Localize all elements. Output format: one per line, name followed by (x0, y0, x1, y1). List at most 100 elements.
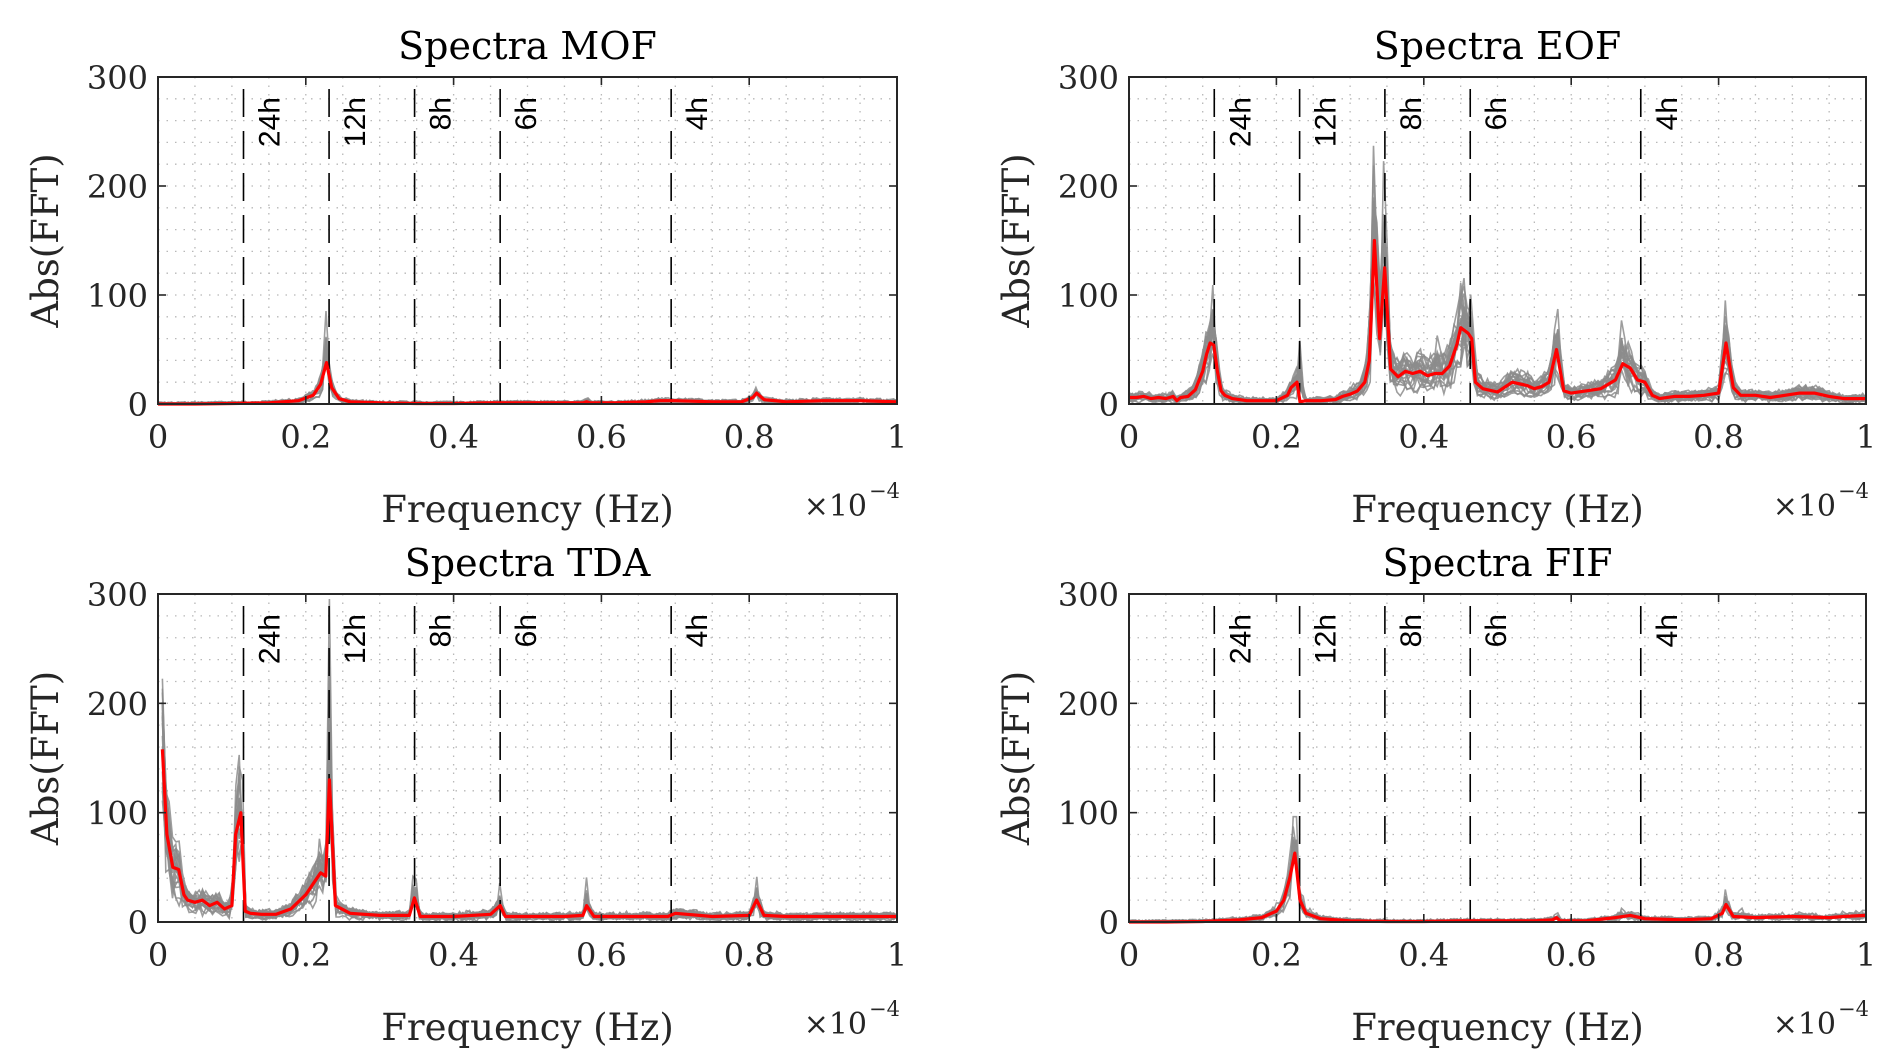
y-tick-label: 100 (87, 795, 148, 833)
y-tick-label: 200 (87, 685, 148, 723)
x-tick-label: 0 (1119, 936, 1139, 974)
axes-box (1128, 76, 1867, 405)
x-axis-multiplier: ×10 (1773, 1007, 1836, 1042)
y-tick-label: 100 (1058, 795, 1119, 833)
y-tick-label: 0 (128, 904, 148, 942)
x-tick-label: 0.2 (280, 936, 331, 974)
x-tick-label: 0.4 (428, 936, 479, 974)
y-tick-label: 0 (128, 386, 148, 424)
x-tick-label: 0.8 (724, 936, 775, 974)
y-axis-label: Abs(FFT) (995, 153, 1038, 328)
y-axis-label: Abs(FFT) (24, 671, 67, 846)
period-markers: 24h 12h 8h 6h 4h (242, 606, 714, 922)
y-axis-label: Abs(FFT) (24, 153, 67, 328)
x-axis-multiplier-exponent: −4 (869, 479, 900, 503)
y-tick-label: 200 (1058, 168, 1119, 206)
x-tick-label: 1 (1856, 936, 1876, 974)
x-tick-label: 0.2 (1251, 418, 1302, 456)
ensemble-line (1128, 165, 1867, 403)
period-marker-label: 4h (681, 614, 714, 647)
x-axis-label: Frequency (Hz) (381, 1006, 674, 1049)
period-marker-label: 4h (681, 97, 714, 130)
period-marker-label: 6h (1480, 97, 1513, 130)
x-tick-label: 0 (1119, 418, 1139, 456)
x-tick-label: 0.6 (576, 418, 627, 456)
period-marker-label: 4h (1651, 97, 1684, 130)
axes-box (157, 76, 898, 405)
x-tick-label: 0.2 (280, 418, 331, 456)
x-tick-label: 0.6 (1546, 418, 1597, 456)
y-tick-label: 200 (87, 168, 148, 206)
period-marker-label: 12h (1310, 97, 1343, 147)
period-marker-label: 24h (254, 97, 287, 147)
chart-title: Spectra FIF (1382, 541, 1612, 585)
x-axis-label: Frequency (Hz) (381, 488, 674, 531)
period-marker-label: 24h (1224, 614, 1257, 664)
y-tick-label: 0 (1099, 386, 1119, 424)
period-marker-label: 6h (510, 614, 543, 647)
period-marker-label: 8h (1395, 614, 1428, 647)
period-marker-label: 12h (1310, 614, 1343, 664)
mean-series-line (1129, 238, 1866, 404)
x-axis-multiplier: ×10 (804, 489, 867, 524)
y-tick-label: 300 (1058, 576, 1119, 614)
x-tick-label: 0.6 (1546, 936, 1597, 974)
grid (158, 594, 897, 922)
y-tick-label: 300 (87, 576, 148, 614)
period-marker-label: 12h (339, 614, 372, 664)
x-axis-label: Frequency (Hz) (1351, 1006, 1644, 1049)
x-axis-multiplier-exponent: −4 (1838, 997, 1869, 1021)
x-axis-multiplier: ×10 (1773, 489, 1836, 524)
axes-box (1128, 593, 1867, 923)
period-marker-label: 8h (1395, 97, 1428, 130)
period-marker-label: 6h (510, 97, 543, 130)
x-tick-label: 0 (148, 418, 168, 456)
panel-fif: 24h 12h 8h 6h 4h 0 0.2 0.4 0.6 0.8 1 0 100 200 300 Spec… (995, 541, 1876, 1049)
x-tick-label: 1 (887, 418, 907, 456)
chart-title: Spectra MOF (398, 24, 657, 68)
y-tick-label: 200 (1058, 685, 1119, 723)
period-markers: 24h 12h 8h 6h 4h (242, 89, 714, 404)
x-tick-label: 0.8 (1693, 418, 1744, 456)
x-tick-label: 0 (148, 936, 168, 974)
mean-series-line (160, 749, 897, 919)
period-marker-label: 4h (1651, 614, 1684, 647)
period-marker-label: 24h (254, 614, 287, 664)
x-tick-label: 0.4 (1398, 418, 1449, 456)
x-tick-label: 0.2 (1251, 936, 1302, 974)
period-markers: 24h 12h 8h 6h 4h (1213, 606, 1684, 922)
x-tick-label: 0.8 (724, 418, 775, 456)
x-tick-label: 1 (887, 936, 907, 974)
x-tick-label: 0.4 (428, 418, 479, 456)
y-tick-label: 300 (87, 59, 148, 97)
period-marker-label: 24h (1224, 97, 1257, 147)
x-tick-label: 0.4 (1398, 936, 1449, 974)
x-axis-multiplier-exponent: −4 (869, 997, 900, 1021)
axes-box (157, 593, 898, 923)
x-axis-label: Frequency (Hz) (1351, 488, 1644, 531)
y-tick-label: 0 (1099, 904, 1119, 942)
x-axis-multiplier: ×10 (804, 1007, 867, 1042)
x-tick-label: 0.6 (576, 936, 627, 974)
y-tick-label: 300 (1058, 59, 1119, 97)
period-marker-label: 8h (425, 97, 458, 130)
period-marker-label: 6h (1480, 614, 1513, 647)
panel-mof: 24h 12h 8h 6h 4h 0 0.2 0.4 0.6 0.8 1 0 100 200 300 Spec… (24, 24, 907, 531)
mean-series-line (1129, 851, 1867, 924)
y-tick-label: 100 (1058, 277, 1119, 315)
grid (158, 77, 897, 404)
panel-tda: 24h 12h 8h 6h 4h 0 0.2 0.4 0.6 0.8 1 0 100 200 300 Spec… (24, 541, 907, 1049)
x-tick-label: 1 (1856, 418, 1876, 456)
period-marker-label: 8h (425, 614, 458, 647)
x-axis-multiplier-exponent: −4 (1838, 479, 1869, 503)
y-tick-label: 100 (87, 277, 148, 315)
chart-title: Spectra EOF (1374, 24, 1622, 68)
period-marker-label: 12h (339, 97, 372, 147)
grid (1129, 594, 1866, 922)
panel-eof: 24h 12h 8h 6h 4h 0 0.2 0.4 0.6 0.8 1 0 100 200 300 Spec… (995, 24, 1876, 531)
chart-title: Spectra TDA (405, 541, 651, 585)
x-tick-label: 0.8 (1693, 936, 1744, 974)
mean-series-line (158, 361, 898, 406)
y-axis-label: Abs(FFT) (995, 671, 1038, 846)
